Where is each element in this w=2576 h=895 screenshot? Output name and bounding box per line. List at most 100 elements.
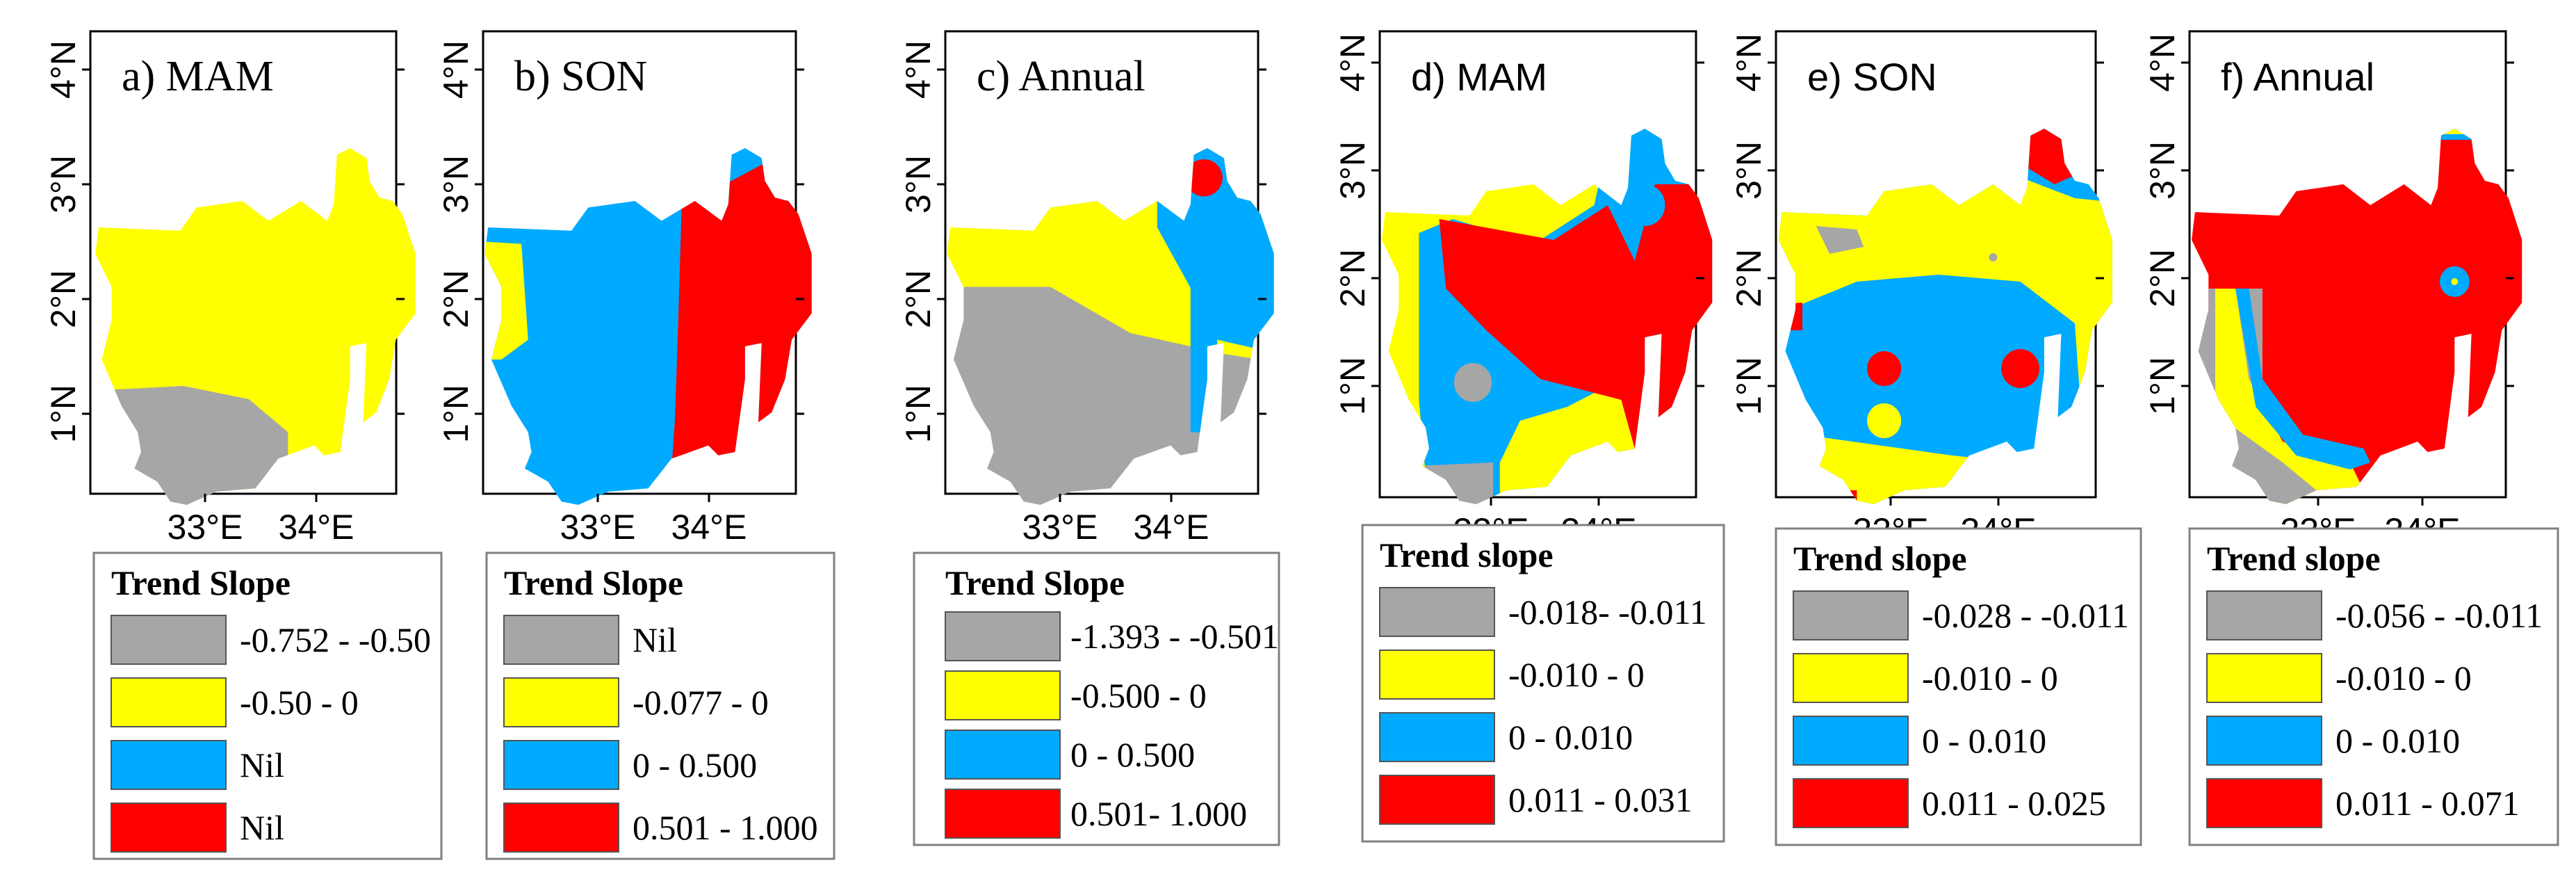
legend-swatch [1379,712,1495,762]
legend-swatch [2206,716,2322,766]
legend-label: 0.501 - 1.000 [633,808,818,847]
legend-swatch [1379,775,1495,825]
legend-swatch [945,729,1061,780]
legend-e: Trend slope -0.028 - -0.011 -0.010 - 0 0… [1775,527,2142,846]
lon-axis: 33°E 34°E [560,494,747,547]
legend-label: -0.010 - 0 [1922,659,2058,698]
lon-tick-label: 33°E [1022,508,1098,547]
lat-axis: 1°N 2°N 3°N 4°N [437,40,804,443]
legend-d: Trend slope -0.018- -0.011 -0.010 - 0 0 … [1361,524,1725,843]
legend-label: -0.028 - -0.011 [1922,596,2129,635]
legend-b: Trend Slope Nil -0.077 - 0 0 - 0.500 0.5… [485,551,835,860]
legend-swatch [2206,653,2322,703]
legend-swatch [1793,716,1909,766]
panel-e: e) SON 1°N 2°N 3°N 4°N 33°E 34°E [1729,30,2112,550]
legend-label: Nil [240,745,284,784]
legend-swatch [1793,653,1909,703]
panel-title: d) MAM [1411,55,1547,99]
legend-swatch [945,611,1061,661]
panel-title: b) SON [514,53,647,100]
legend-label: -0.018- -0.011 [1508,592,1707,631]
lat-axis: 1°N 2°N 3°N 4°N [1729,33,2104,415]
legend-label: -0.500 - 0 [1070,676,1207,715]
legend-swatch [111,677,227,727]
legend-label: -0.50 - 0 [240,683,359,722]
lat-tick-label: 3°N [899,155,938,213]
lon-axis: 33°E 34°E [168,494,354,547]
legend-title: Trend Slope [111,563,291,602]
lat-tick-label: 2°N [1333,249,1372,307]
legend-label: Nil [240,808,284,847]
legend-label: -0.010 - 0 [2335,659,2472,698]
panel-b: b) SON 1°N 2°N 3°N 4°N 33°E 34°E [437,30,812,547]
legend-label: -0.752 - -0.50 [240,620,431,659]
legend-swatch [111,615,227,665]
lat-tick-label: 3°N [437,155,475,213]
lat-tick-label: 1°N [1729,357,1768,415]
panel-c: c) Annual 1°N 2°N 3°N 4°N 33°E 34°E [899,30,1274,547]
legend-label: 0 - 0.500 [633,745,757,784]
legend-swatch [945,670,1061,720]
lat-tick-label: 2°N [1729,249,1768,307]
lon-tick-label: 34°E [1134,508,1209,547]
panel-title: a) MAM [122,53,274,100]
legend-swatch [2206,590,2322,640]
lat-axis: 1°N 2°N 3°N 4°N [2143,33,2514,415]
legend-swatch [503,615,619,665]
legend-swatch [111,803,227,853]
lat-tick-label: 1°N [1333,357,1372,415]
lat-tick-label: 4°N [437,40,475,99]
legend-label: 0 - 0.010 [1508,718,1633,757]
lat-tick-label: 2°N [437,270,475,328]
legend-title: Trend slope [1793,539,1967,578]
legend-swatch [1379,587,1495,637]
lon-tick-label: 34°E [671,508,747,547]
lat-tick-label: 2°N [44,270,83,328]
legend-f: Trend slope -0.056 - -0.011 -0.010 - 0 0… [2188,527,2559,846]
panel-title: e) SON [1807,55,1937,99]
legend-label: 0.501- 1.000 [1070,794,1247,833]
legend-label: -0.077 - 0 [633,683,769,722]
legend-title: Trend Slope [504,563,683,602]
lat-tick-label: 4°N [2143,33,2182,92]
legend-swatch [111,740,227,790]
lat-tick-label: 2°N [899,270,938,328]
lat-tick-label: 2°N [2143,249,2182,307]
lat-axis: 1°N 2°N 3°N 4°N [44,40,405,443]
lon-tick-label: 33°E [560,508,636,547]
lon-tick-label: 34°E [279,508,354,547]
legend-label: 0.011 - 0.025 [1922,784,2106,823]
legend-label: 0 - 0.010 [2335,721,2460,760]
lat-tick-label: 4°N [44,40,83,99]
lat-tick-label: 3°N [2143,141,2182,200]
legend-label: Nil [633,620,677,659]
legend-swatch [1379,650,1495,700]
lat-axis: 1°N 2°N 3°N 4°N [1333,33,1704,415]
panel-a: a) MAM 1°N 2°N 3°N 4°N 33°E 34°E [44,30,416,547]
legend-title: Trend slope [1380,535,1554,574]
legend-title: Trend slope [2207,539,2381,578]
lat-tick-label: 3°N [1333,141,1372,200]
legend-swatch [503,677,619,727]
panel-title: f) Annual [2221,55,2374,99]
legend-swatch [1793,778,1909,828]
lat-tick-label: 1°N [44,385,83,443]
legend-label: 0.011 - 0.071 [2335,784,2520,823]
legend-swatch [1793,590,1909,640]
legend-label: 0 - 0.500 [1070,735,1195,774]
lon-tick-label: 33°E [168,508,243,547]
panel-f: f) Annual 1°N 2°N 3°N 4°N 33°E 34°E [2143,30,2522,550]
lat-tick-label: 1°N [899,385,938,443]
legend-label: -1.393 - -0.501 [1070,617,1279,656]
legend-label: -0.056 - -0.011 [2335,596,2543,635]
legend-swatch [945,789,1061,839]
legend-a: Trend Slope -0.752 - -0.50 -0.50 - 0 Nil… [92,551,443,860]
lat-tick-label: 4°N [899,40,938,99]
lat-tick-label: 4°N [1729,33,1768,92]
lat-tick-label: 3°N [44,155,83,213]
legend-swatch [503,740,619,790]
legend-swatch [503,803,619,853]
lat-tick-label: 1°N [2143,357,2182,415]
legend-label: 0 - 0.010 [1922,721,2046,760]
